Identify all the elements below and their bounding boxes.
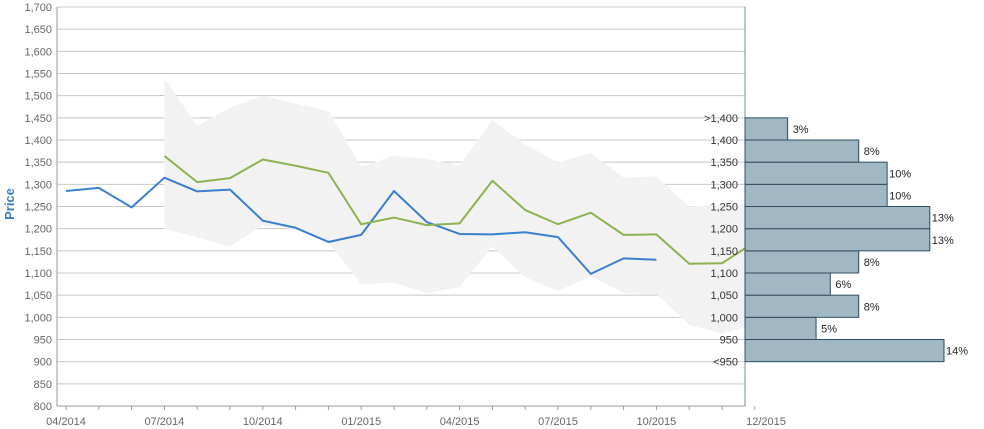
distribution-bar [744, 183, 888, 207]
distribution-tick-label: 1,350 [710, 157, 738, 169]
distribution-bar [744, 206, 931, 230]
distribution-bar-label: 8% [864, 301, 880, 313]
x-tick-label: 01/2015 [341, 416, 381, 428]
distribution-tick-label: 1,300 [710, 179, 738, 191]
y-tick-label: 1,450 [24, 113, 52, 125]
y-tick-label: 1,350 [24, 157, 52, 169]
distribution-tick-label: >1,400 [704, 113, 738, 125]
y-tick-label: 1,200 [24, 224, 52, 236]
x-tick-label: 10/2014 [243, 416, 283, 428]
distribution-bar-label: 6% [835, 279, 851, 291]
distribution-tick-label: 1,400 [710, 135, 738, 147]
y-tick-label: 850 [34, 379, 52, 391]
distribution-bar [744, 139, 860, 163]
distribution-bar-label: 8% [864, 257, 880, 269]
series-1 [65, 176, 657, 275]
distribution-bar [744, 339, 945, 363]
y-tick-label: 1,150 [24, 246, 52, 258]
distribution-bar-label: 5% [821, 323, 837, 335]
distribution-tick-label: 1,250 [710, 202, 738, 214]
x-tick-label: 07/2015 [538, 416, 578, 428]
y-tick-label: 1,500 [24, 91, 52, 103]
x-tick-label: 04/2014 [46, 416, 86, 428]
price-distribution: <950 950 1,000 1,050 1,100 1,150 1,200 1,250 1,3… [704, 113, 968, 369]
y-tick-label: 1,100 [24, 268, 52, 280]
distribution-tick-label: 950 [720, 335, 738, 347]
y-axis-ticks: 800 850 900 950 1,000 1,050 1,100 1,150 1,200 1,2… [24, 2, 52, 413]
y-tick-label: 900 [34, 357, 52, 369]
distribution-bar [744, 250, 860, 274]
distribution-tick-label: 1,200 [710, 224, 738, 236]
price-lines [65, 155, 756, 275]
distribution-bar [744, 228, 931, 252]
x-tick-label: 07/2014 [145, 416, 185, 428]
distribution-bar-label: 13% [932, 213, 954, 225]
x-tick-label: 12/2015 [746, 416, 786, 428]
y-tick-label: 1,400 [24, 135, 52, 147]
y-tick-label: 1,600 [24, 46, 52, 58]
distribution-tick-label: 1,000 [710, 312, 738, 324]
y-tick-label: 800 [34, 401, 52, 413]
distribution-tick-label: 1,150 [710, 246, 738, 258]
distribution-bar [744, 294, 860, 318]
distribution-bar-label: 3% [793, 124, 809, 136]
distribution-tick-label: 1,050 [710, 290, 738, 302]
distribution-bar-label: 10% [889, 168, 911, 180]
y-tick-label: 950 [34, 335, 52, 347]
y-tick-label: 1,650 [24, 24, 52, 36]
distribution-tick-label: 1,100 [710, 268, 738, 280]
distribution-bar [744, 117, 789, 141]
distribution-bar [744, 272, 831, 296]
y-axis-label: Price [2, 188, 17, 220]
range-band [164, 77, 755, 334]
y-tick-label: 1,550 [24, 69, 52, 81]
y-tick-label: 1,250 [24, 202, 52, 214]
x-axis-ticks: 04/2014 07/2014 10/2014 01/2015 04/2015 07/20… [46, 406, 786, 428]
y-tick-label: 1,700 [24, 2, 52, 14]
distribution-bar-label: 14% [946, 346, 968, 358]
distribution-bar [744, 316, 817, 341]
distribution-bar-label: 13% [932, 235, 954, 247]
x-tick-label: 10/2015 [637, 416, 677, 428]
distribution-bar-label: 10% [889, 190, 911, 202]
distribution-tick-label: <950 [713, 357, 738, 369]
price-range-band [164, 77, 755, 334]
y-tick-label: 1,000 [24, 312, 52, 324]
y-tick-label: 1,300 [24, 179, 52, 191]
distribution-bar [744, 161, 888, 185]
y-tick-label: 1,050 [24, 290, 52, 302]
x-tick-label: 04/2015 [440, 416, 480, 428]
distribution-bar-label: 8% [864, 146, 880, 158]
